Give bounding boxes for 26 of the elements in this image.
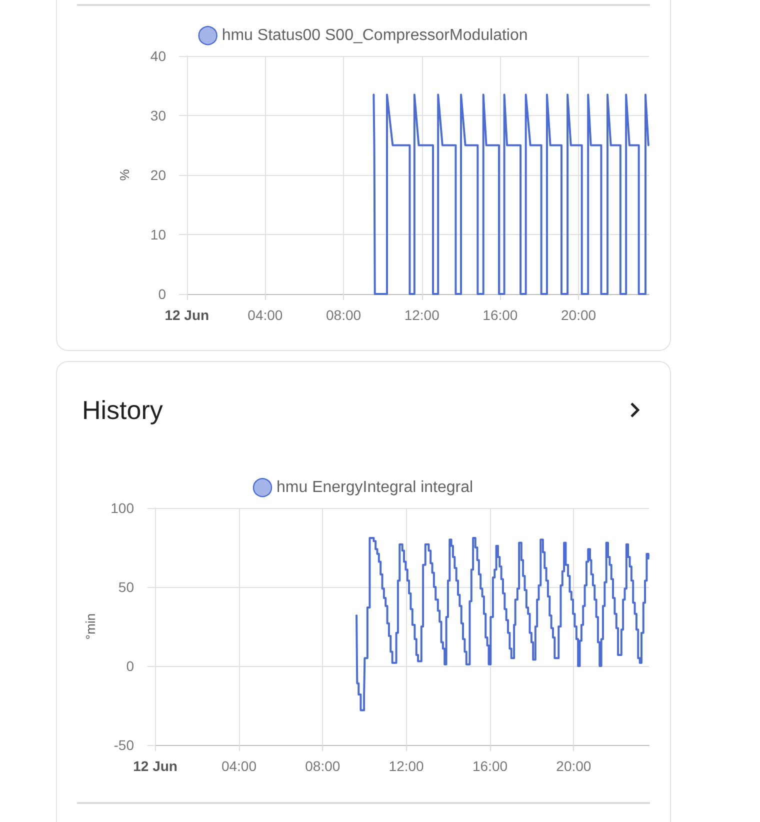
x-tick-label: 12:00	[404, 307, 440, 323]
legend-label: hmu EnergyIntegral integral	[276, 479, 474, 496]
x-tick-label: 08:00	[326, 307, 362, 323]
x-tick-label: 16:00	[472, 758, 508, 774]
y-tick-label: 50	[118, 579, 134, 595]
x-tick-label: 12 Jun	[164, 307, 210, 323]
chart-title: History	[82, 395, 163, 425]
y-tick-label: 40	[150, 48, 166, 64]
legend-label: hmu Status00 S00_CompressorModulation	[222, 27, 528, 44]
x-tick-label: 04:00	[248, 307, 283, 323]
y-axis-title: °min	[83, 613, 98, 640]
y-tick-label: 0	[158, 286, 166, 302]
x-tick-label: 16:00	[482, 307, 518, 323]
y-axis-title: %	[117, 168, 132, 181]
y-tick-label: 0	[126, 658, 134, 674]
x-tick-label: 20:00	[556, 758, 592, 774]
x-tick-label: 20:00	[560, 307, 596, 323]
y-tick-label: 30	[150, 108, 166, 124]
x-tick-label: 12:00	[388, 758, 424, 774]
y-tick-label: -50	[114, 737, 134, 753]
y-tick-label: 10	[150, 226, 166, 242]
x-tick-label: 04:00	[221, 758, 257, 774]
x-tick-label: 12 Jun	[133, 758, 178, 774]
y-tick-label: 100	[110, 500, 134, 516]
x-tick-label: 08:00	[305, 758, 340, 774]
y-tick-label: 20	[150, 167, 166, 183]
